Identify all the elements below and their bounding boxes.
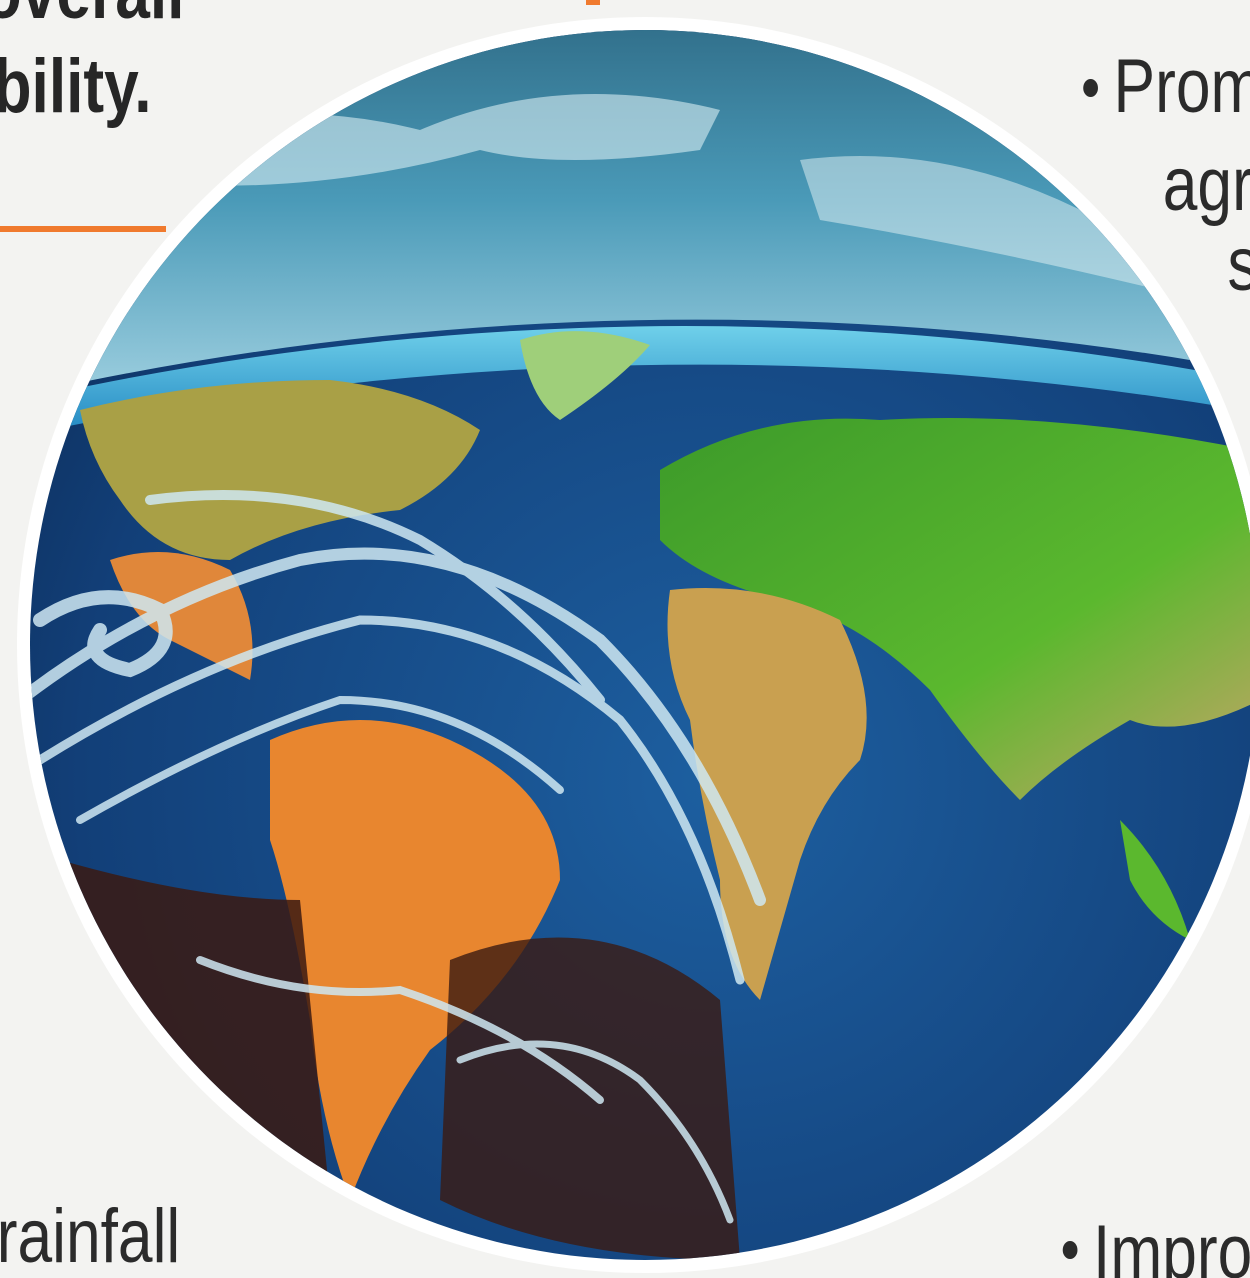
heading-line: overall [0,0,184,34]
bullet [1083,79,1098,97]
left-heading: overall bility. [0,0,184,128]
bullet [1062,1241,1078,1259]
bullet-text: s [1228,221,1250,306]
accent-mark [586,0,600,5]
divider-line [0,226,166,232]
bullet-text: Impro [1093,1209,1250,1278]
left-text: rainfall [0,1193,180,1278]
right-text: Prom agr s Impro rainfall [0,43,1250,1278]
bullet-text: Prom [1114,43,1250,128]
bullet-text: agr [1163,141,1250,226]
heading-line: bility. [0,43,152,128]
